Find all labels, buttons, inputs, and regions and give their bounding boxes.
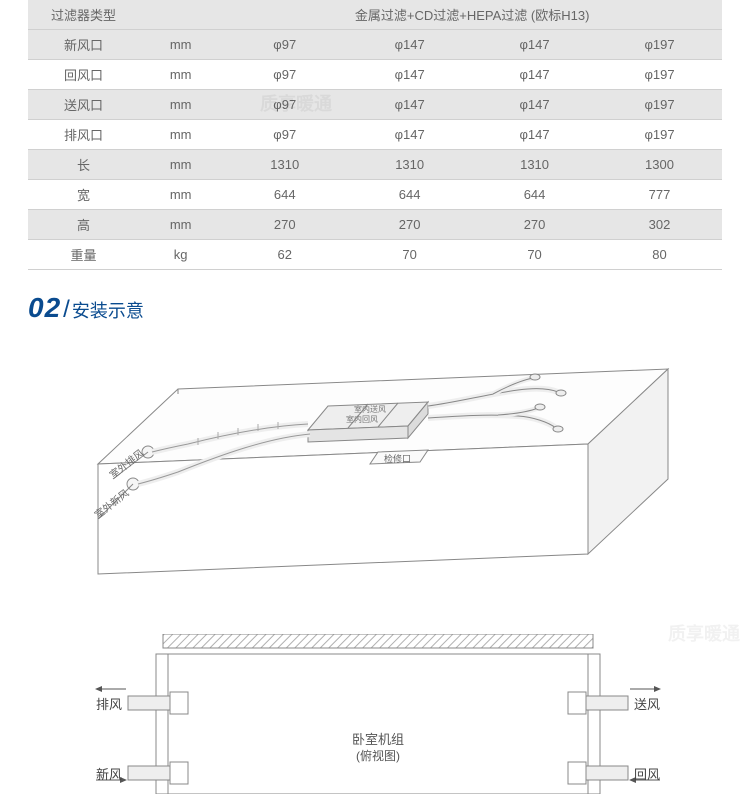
iso-label-access-panel: 检修口 xyxy=(384,453,411,464)
row-unit: mm xyxy=(139,120,222,150)
row-value: 1310 xyxy=(347,150,472,180)
row-label: 送风口 xyxy=(28,90,139,120)
row-value: φ147 xyxy=(472,60,597,90)
row-value: 644 xyxy=(347,180,472,210)
row-label: 长 xyxy=(28,150,139,180)
row-value: 270 xyxy=(222,210,347,240)
row-value: φ147 xyxy=(347,60,472,90)
row-value: φ147 xyxy=(347,30,472,60)
row-value: φ97 xyxy=(222,30,347,60)
row-value: φ97 xyxy=(222,90,347,120)
row-unit: mm xyxy=(139,210,222,240)
row-unit: mm xyxy=(139,150,222,180)
row-label: 重量 xyxy=(28,240,139,270)
row-value: φ147 xyxy=(472,90,597,120)
plan-caption-line1: 卧室机组 xyxy=(352,732,404,747)
row-label: 排风口 xyxy=(28,120,139,150)
row-value: φ197 xyxy=(597,120,722,150)
row-value: φ147 xyxy=(472,120,597,150)
row-value: φ197 xyxy=(597,90,722,120)
spec-table: 过滤器类型 金属过滤+CD过滤+HEPA过滤 (欧标H13) 新风口mmφ97φ… xyxy=(28,0,722,270)
plan-caption-line2: (俯视图) xyxy=(356,748,400,763)
table-row: 排风口mmφ97φ147φ147φ197 xyxy=(28,120,722,150)
iso-label-indoor-return: 室内回风 xyxy=(346,414,378,424)
row-value: 70 xyxy=(472,240,597,270)
table-row: 新风口mmφ97φ147φ147φ197 xyxy=(28,30,722,60)
row-value: 302 xyxy=(597,210,722,240)
installation-isometric-diagram: 室内送风 室内回风 检修口 室外排风 室外新风 xyxy=(28,334,722,614)
plan-label-supply: 送风 xyxy=(634,694,660,713)
row-value: 270 xyxy=(472,210,597,240)
row-unit: mm xyxy=(139,60,222,90)
section-title: 02 / 安装示意 xyxy=(28,292,722,324)
installation-plan-diagram: 卧室机组 (俯视图) 排风 新风 送风 回风 xyxy=(28,634,722,794)
table-row: 送风口mmφ97φ147φ147φ197 xyxy=(28,90,722,120)
row-unit: kg xyxy=(139,240,222,270)
plan-label-exhaust: 排风 xyxy=(96,694,122,713)
table-row: 宽mm644644644777 xyxy=(28,180,722,210)
section-title-text: 安装示意 xyxy=(72,297,144,323)
row-value: 1310 xyxy=(222,150,347,180)
table-header-filter-type: 过滤器类型 xyxy=(28,0,139,30)
row-label: 回风口 xyxy=(28,60,139,90)
row-unit: mm xyxy=(139,180,222,210)
section-number: 02 xyxy=(28,292,61,324)
row-value: 62 xyxy=(222,240,347,270)
table-row: 高mm270270270302 xyxy=(28,210,722,240)
row-value: φ197 xyxy=(597,30,722,60)
row-value: φ147 xyxy=(472,30,597,60)
row-label: 新风口 xyxy=(28,30,139,60)
row-value: 777 xyxy=(597,180,722,210)
row-value: 644 xyxy=(222,180,347,210)
row-label: 高 xyxy=(28,210,139,240)
row-value: 270 xyxy=(347,210,472,240)
row-label: 宽 xyxy=(28,180,139,210)
section-slash: / xyxy=(63,296,70,324)
row-value: 644 xyxy=(472,180,597,210)
row-value: 1310 xyxy=(472,150,597,180)
plan-label-fresh: 新风 xyxy=(96,764,122,783)
table-header-filter-desc: 金属过滤+CD过滤+HEPA过滤 (欧标H13) xyxy=(222,0,722,30)
table-row: 回风口mmφ97φ147φ147φ197 xyxy=(28,60,722,90)
row-unit: mm xyxy=(139,90,222,120)
row-value: 1300 xyxy=(597,150,722,180)
iso-label-indoor-supply: 室内送风 xyxy=(354,404,386,414)
row-value: φ197 xyxy=(597,60,722,90)
row-value: φ97 xyxy=(222,120,347,150)
table-row: 重量kg62707080 xyxy=(28,240,722,270)
row-value: φ147 xyxy=(347,120,472,150)
row-unit: mm xyxy=(139,30,222,60)
table-row: 长mm1310131013101300 xyxy=(28,150,722,180)
row-value: φ147 xyxy=(347,90,472,120)
row-value: 80 xyxy=(597,240,722,270)
row-value: 70 xyxy=(347,240,472,270)
row-value: φ97 xyxy=(222,60,347,90)
plan-label-return: 回风 xyxy=(634,764,660,783)
